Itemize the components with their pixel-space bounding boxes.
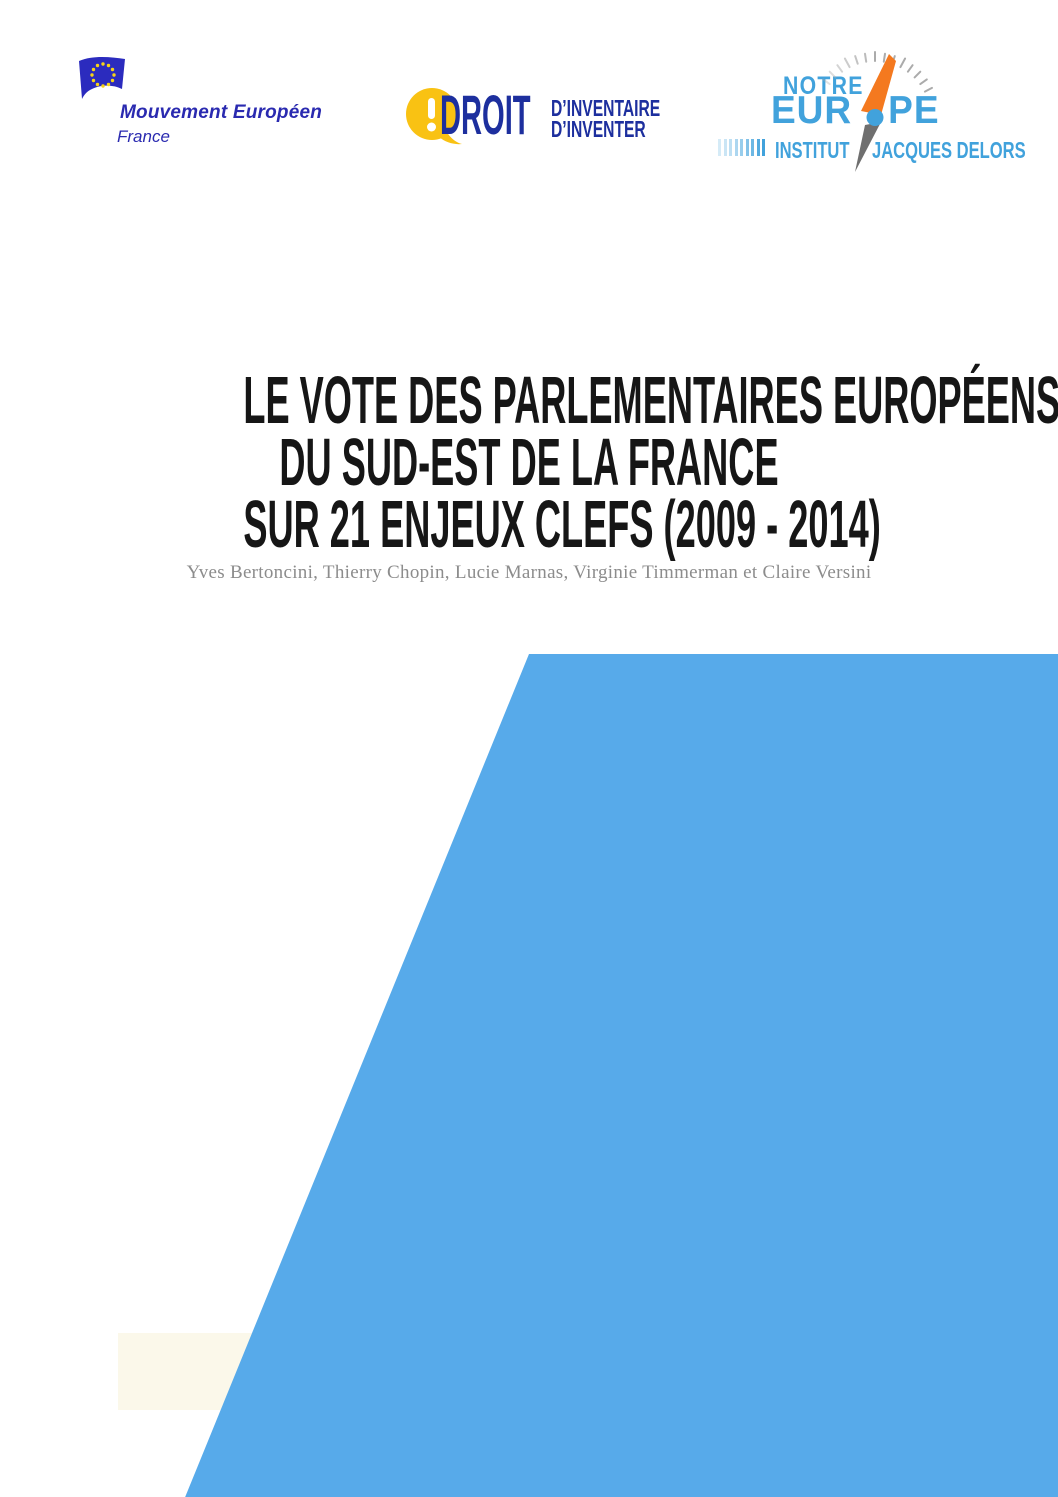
dial-bars-icon [718, 139, 765, 156]
droit-tagline: D’INVENTAIRE D’INVENTER [551, 95, 661, 142]
needle-north-blade [861, 54, 896, 115]
exclamation-bubble-icon [406, 88, 462, 145]
needle-south-blade [855, 122, 881, 172]
compass-needle-icon [822, 51, 933, 172]
logo-droit-dinventaire: DROIT D’INVENTAIRE D’INVENTER [400, 85, 680, 150]
authors-line: Yves Bertoncini, Thierry Chopin, Lucie M… [186, 562, 872, 583]
logo-mouvement-europeen: Mouvement Européen France [75, 55, 335, 155]
droit-wordmark: DROIT [440, 83, 531, 146]
report-title-line3: SUR 21 ENJEUX CLEFS (2009 - 2014) [243, 487, 881, 562]
logo-notre-europe: NOTRE EUR PE INSTITUT JACQUES DELORS [715, 45, 1026, 175]
notre-europe-wordmark-left: EUR [771, 89, 853, 132]
compass-pivot-dot [866, 109, 884, 126]
notre-europe-wordmark: EUR PE [771, 89, 940, 133]
report-title-line2: DU SUD-EST DE LA FRANCE [279, 425, 779, 500]
droit-tagline-line1: D’INVENTAIRE [551, 95, 661, 121]
mouvement-europeen-country-label: France [117, 127, 170, 146]
notre-europe-wordmark-right: PE [888, 89, 940, 132]
institut-label: INSTITUT [775, 137, 850, 163]
eu-flag-icon [79, 57, 125, 99]
jacques-delors-label: JACQUES DELORS [872, 137, 1026, 163]
report-title: LE VOTE DES PARLEMENTAIRES EUROPÉENS DU … [243, 363, 1058, 562]
report-title-line1: LE VOTE DES PARLEMENTAIRES EUROPÉENS [243, 363, 1058, 438]
mouvement-europeen-label: Mouvement Européen [120, 102, 323, 123]
droit-tagline-line2: D’INVENTER [551, 116, 646, 142]
notre-europe-top-label: NOTRE [783, 72, 864, 100]
